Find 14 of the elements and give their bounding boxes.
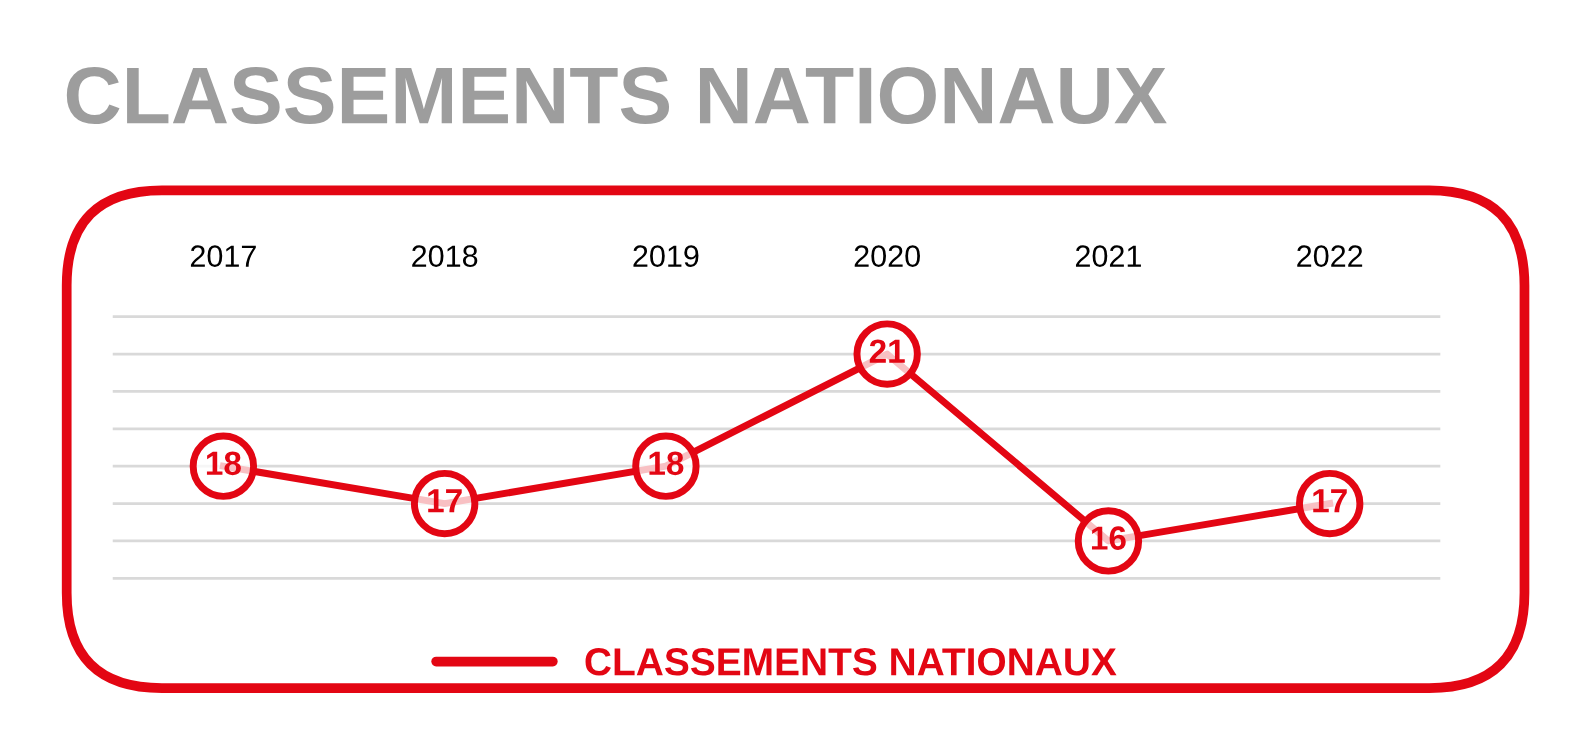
data-label: 18	[206, 451, 241, 476]
data-label: 17	[1313, 489, 1347, 513]
data-label: 18	[649, 451, 684, 476]
x-tick-label: 2018	[412, 245, 478, 267]
x-tick-label: 2017	[190, 245, 256, 267]
x-tick-label: 2019	[633, 245, 699, 267]
data-label: 16	[1091, 526, 1126, 550]
chart-title: CLASSEMENTS NATIONAUX	[66, 67, 1167, 125]
x-tick-label: 2021	[1075, 245, 1141, 267]
legend-label: CLASSEMENTS NATIONAUX	[585, 647, 1117, 676]
data-label: 17	[428, 489, 462, 513]
x-tick-label: 2020	[854, 245, 920, 267]
x-tick-label: 2022	[1297, 245, 1363, 267]
data-label: 21	[869, 339, 905, 363]
